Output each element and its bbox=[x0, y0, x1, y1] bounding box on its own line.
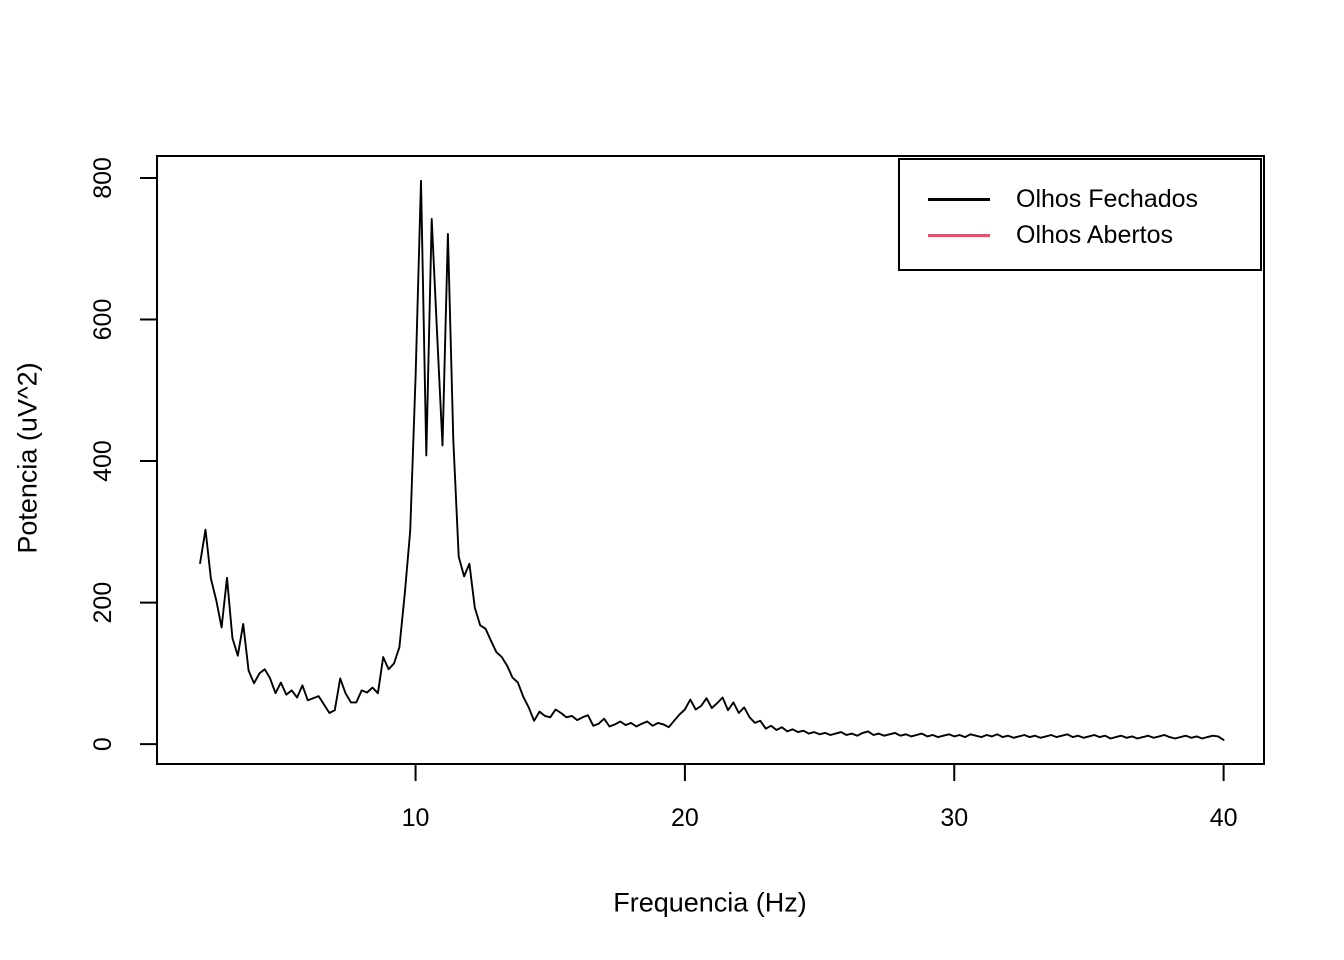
x-tick-label: 40 bbox=[1210, 804, 1238, 832]
y-tick-label: 200 bbox=[89, 582, 117, 624]
x-axis-title: Frequencia (Hz) bbox=[613, 887, 807, 918]
y-tick-label: 800 bbox=[89, 157, 117, 199]
x-tick-label: 10 bbox=[402, 804, 430, 832]
x-tick-label: 20 bbox=[671, 804, 699, 832]
legend-line-red-icon bbox=[928, 233, 990, 237]
legend-label-abertos: Olhos Abertos bbox=[1016, 220, 1174, 249]
x-tick-label: 30 bbox=[940, 804, 968, 832]
plot-box bbox=[156, 155, 1265, 765]
legend-line-black-icon bbox=[928, 197, 990, 201]
spectrum-line-olhos-fechados bbox=[199, 179, 1225, 741]
y-tick-label: 0 bbox=[89, 737, 117, 751]
legend-label-fechados: Olhos Fechados bbox=[1016, 184, 1199, 213]
y-tick-label: 400 bbox=[89, 440, 117, 482]
legend-entry-abertos: Olhos Abertos bbox=[900, 217, 1260, 253]
legend: Olhos Fechados Olhos Abertos bbox=[898, 158, 1262, 271]
y-tick-label: 600 bbox=[89, 299, 117, 341]
legend-entry-fechados: Olhos Fechados bbox=[900, 181, 1260, 217]
y-axis-title: Potencia (uV^2) bbox=[12, 362, 43, 554]
